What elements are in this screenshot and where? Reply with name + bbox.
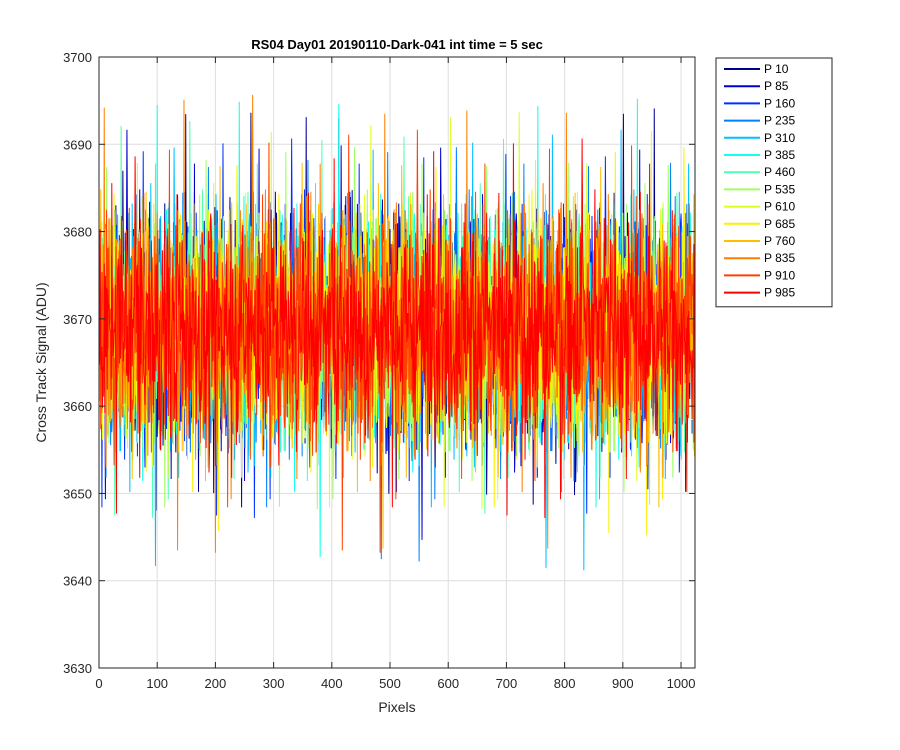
legend-entry-label: P 760 — [764, 234, 795, 248]
y-ticks: 3630 3640 3650 3660 3670 3680 3690 3700 — [63, 50, 695, 676]
legend-entry-label: P 835 — [764, 251, 795, 265]
y-tick-label: 3630 — [63, 661, 92, 676]
legend-entry-label: P 385 — [764, 148, 795, 162]
legend-entry-label: P 685 — [764, 217, 795, 231]
x-ticks: 0 100 200 300 400 500 600 700 800 900 1000 — [95, 57, 695, 691]
y-axis-label: Cross Track Signal (ADU) — [33, 282, 49, 442]
y-tick-label: 3690 — [63, 137, 92, 152]
x-tick-label: 400 — [321, 676, 343, 691]
x-axis-label: Pixels — [378, 699, 415, 715]
x-tick-label: 0 — [95, 676, 102, 691]
x-tick-label: 500 — [379, 676, 401, 691]
x-tick-label: 100 — [146, 676, 168, 691]
y-tick-label: 3700 — [63, 50, 92, 65]
x-tick-label: 900 — [612, 676, 634, 691]
x-tick-label: 200 — [205, 676, 227, 691]
x-tick-label: 800 — [554, 676, 576, 691]
legend-entry-label: P 310 — [764, 131, 795, 145]
legend-entry-label: P 10 — [764, 62, 789, 76]
legend-entry-label: P 910 — [764, 268, 795, 282]
plot-frame — [98, 56, 696, 669]
legend-box — [715, 57, 833, 308]
legend: P 10 P 85 P 160 P 235 P 310 P 385 P 460 P 535 P … — [715, 57, 833, 308]
series-line-p985 — [99, 138, 696, 518]
y-tick-label: 3660 — [63, 399, 92, 414]
series-lines — [99, 94, 696, 571]
x-tick-label: 300 — [263, 676, 285, 691]
y-tick-label: 3680 — [63, 225, 92, 240]
chart-title: RS04 Day01 20190110-Dark-041 int time = … — [251, 37, 543, 52]
legend-entry-label: P 535 — [764, 182, 795, 196]
y-tick-label: 3670 — [63, 312, 92, 327]
y-tick-label: 3650 — [63, 486, 92, 501]
legend-entry-label: P 235 — [764, 114, 795, 128]
legend-entry-label: P 460 — [764, 165, 795, 179]
legend-entry-label: P 985 — [764, 286, 795, 300]
x-tick-label: 1000 — [667, 676, 696, 691]
x-tick-label: 700 — [496, 676, 518, 691]
legend-entry-label: P 160 — [764, 96, 795, 110]
legend-entry-label: P 610 — [764, 200, 795, 214]
y-tick-label: 3640 — [63, 574, 92, 589]
legend-entry-label: P 85 — [764, 79, 789, 93]
x-tick-label: 600 — [437, 676, 459, 691]
